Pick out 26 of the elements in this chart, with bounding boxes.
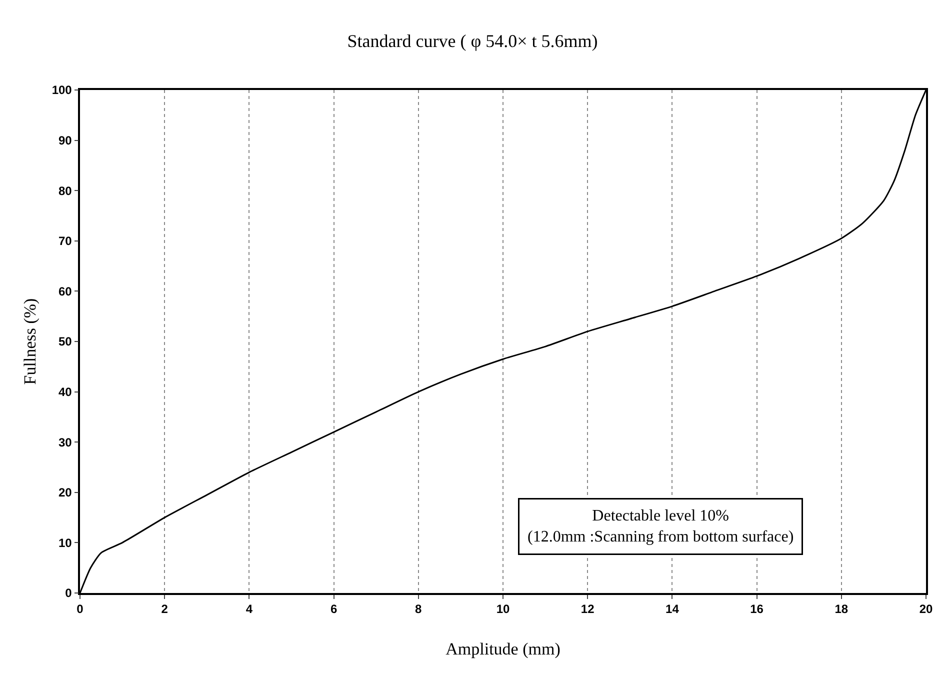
- y-tick-label: 100: [52, 83, 72, 98]
- x-tick-label: 20: [919, 602, 933, 616]
- x-tick-label: 10: [496, 602, 510, 616]
- chart-title: Standard curve ( φ 54.0× t 5.6mm): [347, 30, 598, 51]
- x-tick-label: 18: [834, 602, 848, 616]
- y-tick-label: 90: [58, 134, 72, 148]
- x-tick-label: 0: [76, 602, 84, 616]
- x-tick-label: 8: [415, 602, 422, 616]
- y-tick-label: 40: [58, 385, 72, 399]
- x-tick-label: 2: [161, 602, 168, 616]
- x-tick-label: 6: [330, 602, 338, 616]
- y-tick-label: 60: [58, 284, 72, 298]
- y-tick-label: 20: [58, 486, 72, 500]
- annotation: Detectable level 10% (12.0mm :Scanning from bottom surface): [528, 508, 794, 546]
- y-tick-label: 0: [65, 586, 72, 600]
- y-tick-label: 50: [58, 334, 72, 349]
- y-tick-label: 30: [58, 435, 72, 450]
- y-tick-label: 80: [58, 184, 72, 198]
- y-tick-label: 10: [58, 536, 72, 550]
- x-tick-label: 4: [246, 602, 253, 616]
- y-axis-title: Fullness (%): [20, 298, 40, 385]
- x-tick-label: 12: [580, 602, 595, 616]
- x-tick-label: 16: [750, 602, 764, 616]
- x-tick-label: 14: [666, 602, 680, 616]
- y-tick-label: 70: [58, 234, 72, 248]
- x-axis-title: Amplitude (mm): [446, 640, 560, 658]
